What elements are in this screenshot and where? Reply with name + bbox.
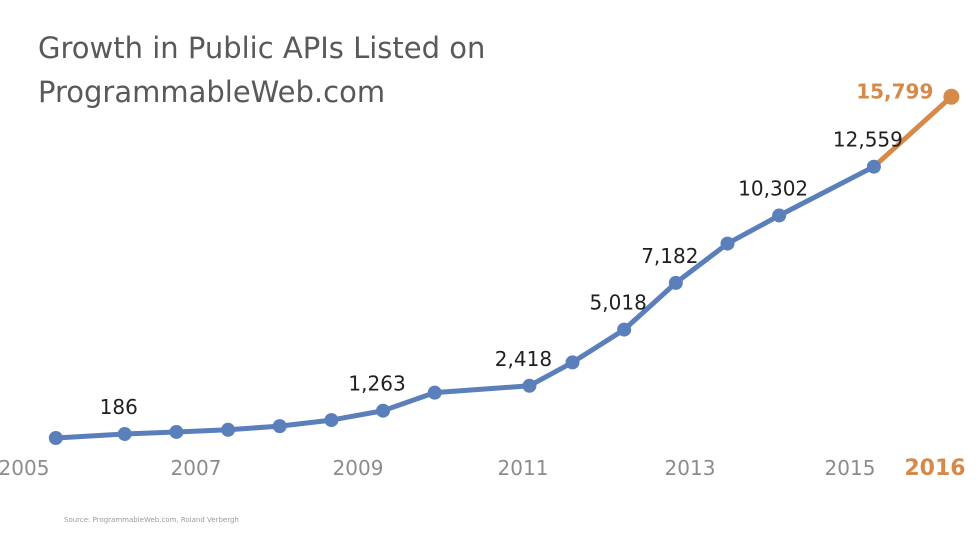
chart-title: Growth in Public APIs Listed on Programm… xyxy=(38,26,485,114)
series-line-0 xyxy=(53,164,877,441)
data-label: 7,182 xyxy=(641,244,698,268)
data-label: 15,799 xyxy=(856,80,933,104)
data-point xyxy=(772,208,787,223)
data-point xyxy=(117,426,132,441)
data-point xyxy=(943,88,960,105)
data-label: 10,302 xyxy=(738,176,808,200)
chart-title-line-2: ProgrammableWeb.com xyxy=(38,75,386,109)
data-point xyxy=(272,419,287,434)
data-label: 12,559 xyxy=(833,128,903,152)
data-point xyxy=(617,322,632,337)
data-label: 2,418 xyxy=(495,347,552,371)
x-tick-label: 2009 xyxy=(333,456,384,480)
x-tick-label: 2016 xyxy=(904,456,965,481)
x-axis-ticks: 2005 2007 2009 2011 2013 2015 2016 xyxy=(0,456,966,481)
x-tick-label: 2013 xyxy=(665,456,716,480)
data-label: 5,018 xyxy=(590,291,647,315)
series-line-1 xyxy=(871,94,954,170)
data-point xyxy=(866,159,881,174)
x-tick-label: 2005 xyxy=(0,456,49,480)
data-label: 1,263 xyxy=(348,372,405,396)
data-point xyxy=(324,413,339,428)
data-label: 186 xyxy=(100,395,138,419)
chart-title-line-1: Growth in Public APIs Listed on xyxy=(38,31,486,65)
x-tick-label: 2011 xyxy=(498,456,549,480)
data-point xyxy=(668,275,683,290)
data-point xyxy=(427,385,442,400)
series-points xyxy=(48,88,960,445)
source-note: Source: ProgrammableWeb.com, Roland Verb… xyxy=(64,516,239,524)
data-point xyxy=(720,236,735,251)
data-point xyxy=(522,378,537,393)
x-tick-label: 2015 xyxy=(825,456,876,480)
data-point xyxy=(565,355,580,370)
x-tick-label: 2007 xyxy=(171,456,222,480)
data-point xyxy=(48,431,63,445)
series-lines xyxy=(53,94,954,441)
data-point xyxy=(169,424,184,439)
data-point xyxy=(221,422,236,437)
data-point xyxy=(376,403,391,418)
data-labels: 186 1,263 2,418 5,018 7,182 10,302 12,559 15,79… xyxy=(100,80,934,419)
